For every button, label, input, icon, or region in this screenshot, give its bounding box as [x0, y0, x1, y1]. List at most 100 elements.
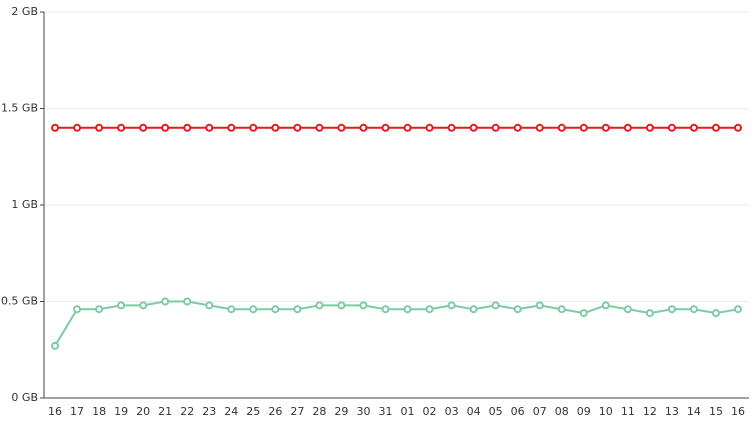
x-tick-label: 29: [334, 405, 348, 418]
point: [579, 123, 588, 132]
y-tick-label: 1.5 GB: [1, 102, 38, 115]
point: [117, 123, 126, 132]
point: [491, 123, 500, 132]
point: [425, 305, 434, 314]
x-tick-label: 12: [643, 405, 657, 418]
point: [51, 341, 60, 350]
point: [117, 301, 126, 310]
point: [667, 123, 676, 132]
x-tick-label: 22: [180, 405, 194, 418]
point: [293, 123, 302, 132]
point: [183, 297, 192, 306]
x-tick-label: 13: [665, 405, 679, 418]
point: [249, 305, 258, 314]
point: [689, 123, 698, 132]
x-tick-label: 14: [687, 405, 701, 418]
x-tick-label: 20: [136, 405, 150, 418]
point: [381, 123, 390, 132]
point: [447, 301, 456, 310]
x-tick-label: 15: [709, 405, 723, 418]
y-tick-label: 0.5 GB: [1, 295, 38, 308]
point: [293, 305, 302, 314]
x-tick-label: 07: [533, 405, 547, 418]
x-tick-label: 04: [467, 405, 481, 418]
point: [205, 301, 214, 310]
point: [623, 305, 632, 314]
point: [711, 123, 720, 132]
x-tick-label: 25: [246, 405, 260, 418]
point: [183, 123, 192, 132]
x-tick-label: 06: [511, 405, 525, 418]
point: [95, 305, 104, 314]
series-line: [54, 300, 739, 347]
x-tick-label: 16: [731, 405, 745, 418]
point: [535, 123, 544, 132]
y-tick-label: 0 GB: [11, 391, 38, 404]
point: [249, 123, 258, 132]
x-tick-label: 03: [445, 405, 459, 418]
point: [337, 123, 346, 132]
x-tick-label: 31: [378, 405, 392, 418]
point: [645, 123, 654, 132]
x-tick-label: 19: [114, 405, 128, 418]
point: [601, 301, 610, 310]
point: [359, 301, 368, 310]
point: [315, 301, 324, 310]
point: [271, 305, 280, 314]
point: [513, 305, 522, 314]
y-tick-label: 1 GB: [11, 198, 38, 211]
point: [227, 123, 236, 132]
point: [227, 305, 236, 314]
point: [711, 309, 720, 318]
x-tick-label: 05: [489, 405, 503, 418]
point: [139, 123, 148, 132]
x-tick-label: 02: [423, 405, 437, 418]
x-tick-label: 28: [312, 405, 326, 418]
point: [667, 305, 676, 314]
x-tick-label: 08: [555, 405, 569, 418]
point: [733, 123, 742, 132]
x-tick-label: 11: [621, 405, 635, 418]
y-tick-label: 2 GB: [11, 5, 38, 18]
x-tick-label: 01: [401, 405, 415, 418]
point: [403, 123, 412, 132]
point: [689, 305, 698, 314]
point: [51, 123, 60, 132]
point: [161, 123, 170, 132]
point: [95, 123, 104, 132]
x-tick-label: 16: [48, 405, 62, 418]
x-tick-label: 17: [70, 405, 84, 418]
point: [623, 123, 632, 132]
point: [469, 123, 478, 132]
point: [337, 301, 346, 310]
point: [579, 309, 588, 318]
point: [403, 305, 412, 314]
point: [381, 305, 390, 314]
x-tick-label: 10: [599, 405, 613, 418]
point: [73, 123, 82, 132]
point: [359, 123, 368, 132]
point: [139, 301, 148, 310]
point: [161, 297, 170, 306]
point: [491, 301, 500, 310]
point: [425, 123, 434, 132]
point: [535, 301, 544, 310]
x-tick-label: 18: [92, 405, 106, 418]
point: [469, 305, 478, 314]
x-tick-label: 30: [356, 405, 370, 418]
point: [447, 123, 456, 132]
point: [271, 123, 280, 132]
x-tick-label: 23: [202, 405, 216, 418]
x-tick-label: 09: [577, 405, 591, 418]
point: [205, 123, 214, 132]
point: [513, 123, 522, 132]
point: [645, 309, 654, 318]
point: [601, 123, 610, 132]
x-tick-label: 26: [268, 405, 282, 418]
point: [315, 123, 324, 132]
x-tick-label: 27: [290, 405, 304, 418]
x-tick-label: 24: [224, 405, 238, 418]
x-tick-label: 21: [158, 405, 172, 418]
point: [557, 305, 566, 314]
